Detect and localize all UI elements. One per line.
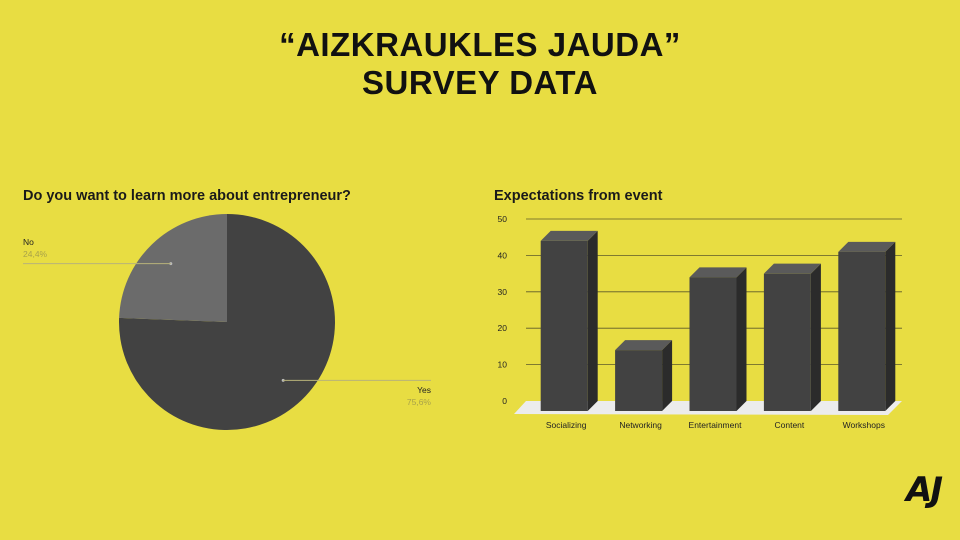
slide-title: “AIZKRAUKLES JAUDA” SURVEY DATA [0, 26, 960, 102]
bar-y-tick-label: 10 [498, 360, 508, 370]
bar-y-tick-label: 40 [498, 250, 508, 260]
bar-socializing [540, 240, 588, 411]
pie-chart-title: Do you want to learn more about entrepre… [23, 188, 351, 204]
bar-x-tick-label: Content [775, 420, 805, 430]
bar-x-tick-label: Socializing [546, 420, 587, 430]
bar-y-tick-label: 0 [502, 396, 507, 406]
bar-networking [615, 350, 663, 411]
pie-label-no: No [23, 237, 34, 247]
bar-top-workshops [838, 241, 896, 252]
bar-entertainment [689, 277, 737, 411]
bar-top-socializing [540, 230, 598, 241]
slide-title-line-2: SURVEY DATA [362, 64, 598, 101]
bar-content [763, 273, 811, 411]
bar-x-tick-label: Entertainment [689, 420, 743, 430]
aj-logo: AJ [906, 470, 943, 510]
bar-side-socializing [587, 230, 598, 411]
bar-y-tick-label: 50 [498, 214, 508, 224]
slide-title-line-1: “AIZKRAUKLES JAUDA” [279, 26, 681, 63]
bar-side-entertainment [736, 267, 747, 411]
pie-value-label-no: 24,4% [23, 249, 48, 259]
bar-x-tick-label: Networking [619, 420, 662, 430]
pie-slice-no [119, 214, 227, 322]
bar-y-tick-label: 20 [498, 323, 508, 333]
bar-chart-title: Expectations from event [494, 188, 663, 204]
bar-side-content [810, 263, 821, 411]
pie-value-label-yes: 75,6% [407, 397, 432, 407]
bar-workshops [838, 251, 886, 411]
bar-top-content [763, 263, 821, 274]
bar-side-networking [662, 340, 673, 411]
bar-x-tick-label: Workshops [843, 420, 885, 430]
bar-y-tick-label: 30 [498, 287, 508, 297]
pie-label-yes: Yes [417, 385, 431, 395]
bar-top-entertainment [689, 267, 747, 278]
bar-top-networking [615, 340, 673, 351]
bar-side-workshops [885, 241, 896, 411]
